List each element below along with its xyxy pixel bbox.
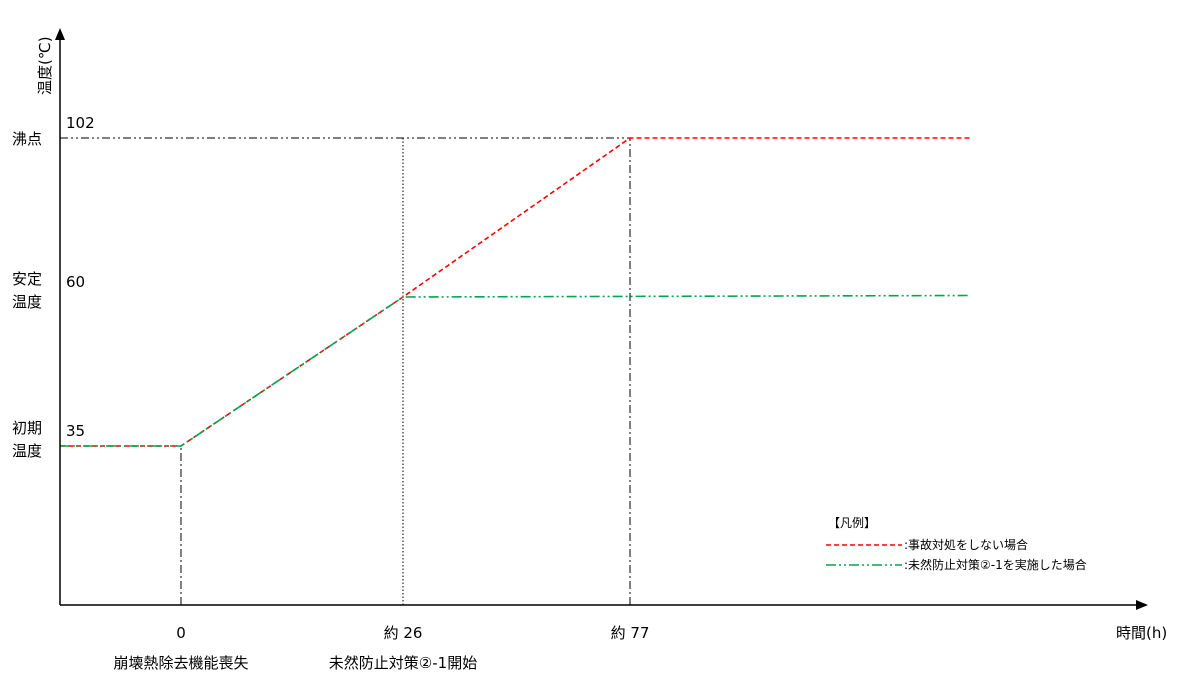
y-value-label-2: 35 [66,422,85,440]
x-axis-label: 時間(h) [1116,624,1167,642]
y-name-label-1: 安定温度 [12,270,42,311]
x-event-label-0: 崩壊熱除去機能喪失 [113,654,248,672]
axes: 温度(℃) 時間(h) [36,28,1167,642]
legend-label-0: :事故対処をしない場合 [904,537,1028,552]
series-line-0 [60,137,970,447]
legend-label-1: :未然防止対策②-1を実施した場合 [904,557,1087,572]
series-line-1 [60,294,971,447]
x-axis-arrow [1136,600,1148,610]
series-lines [60,137,971,447]
x-tick-label-2: 約 77 [611,624,650,642]
tick-labels: 0 崩壊熱除去機能喪失 約 26 未然防止対策②-1開始 約 77 102 沸点 60 安定温度… [12,114,649,672]
x-tick-label-1: 約 26 [384,624,423,642]
x-tick-label-0: 0 [176,624,186,642]
y-name-label-2: 初期温度 [12,419,42,460]
legend-title: 【凡例】 [828,516,876,530]
guide-lines [60,137,631,605]
y-axis-arrow [55,28,65,40]
x-event-label-1: 未然防止対策②-1開始 [329,654,477,672]
y-value-label-1: 60 [66,273,85,291]
y-name-label-0: 沸点 [12,130,42,148]
legend: 【凡例】 :事故対処をしない場合 :未然防止対策②-1を実施した場合 [826,516,1087,572]
y-value-label-0: 102 [66,114,95,132]
y-axis-label: 温度(℃) [36,36,54,95]
